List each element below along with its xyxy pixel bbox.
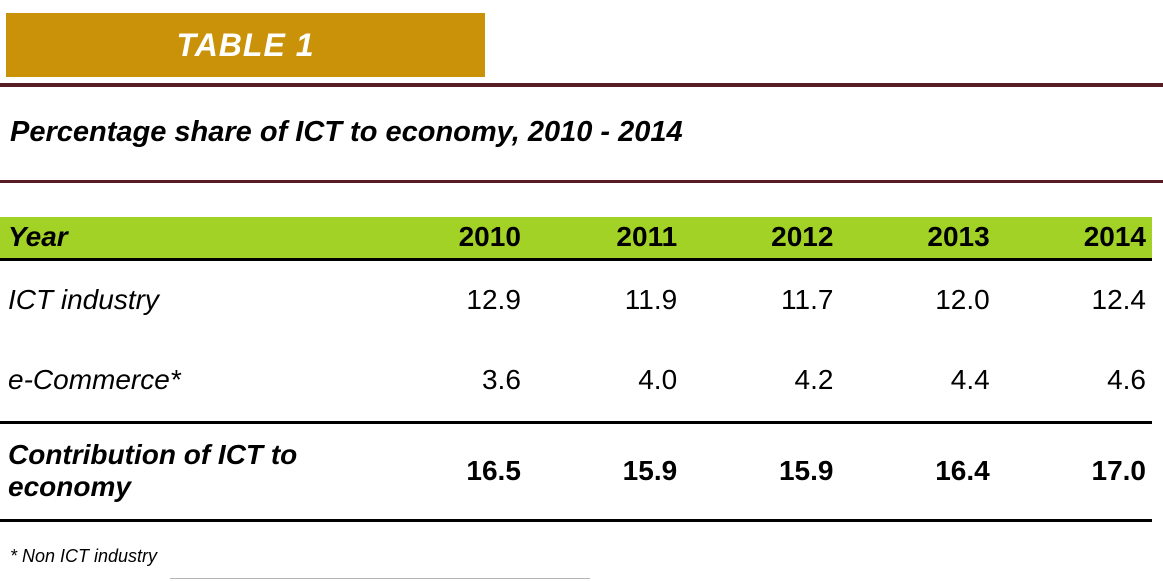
- cell-value: 17.0: [1091, 455, 1147, 486]
- cell-value: 4.2: [794, 363, 834, 395]
- column-header-2011: 2011: [526, 217, 684, 261]
- cell-value: 3.6: [481, 363, 521, 395]
- table-number-label: TABLE 1: [176, 26, 315, 63]
- cell-value: 16.4: [935, 455, 990, 486]
- table-row-ecommerce: e-Commerce* 3.6 4.0 4.2 4.4 4.6: [0, 339, 1152, 422]
- cell-value: 4.6: [1107, 363, 1146, 395]
- row-label: Contribution of ICT to economy: [8, 439, 298, 502]
- column-header-year: Year: [0, 217, 371, 261]
- cell-value: 12.0: [935, 283, 990, 315]
- cell-value: 11.7: [781, 283, 834, 315]
- cell-value: 12.4: [1091, 283, 1147, 315]
- table-number-badge: TABLE 1: [6, 13, 485, 77]
- cell-value: 4.0: [638, 363, 678, 395]
- table-row-ict-industry: ICT industry 12.9 11.9 11.7 12.0 12.4: [0, 259, 1152, 339]
- footnote: * Non ICT industry: [10, 545, 158, 566]
- column-header-2014: 2014: [995, 217, 1152, 261]
- column-header-2012: 2012: [683, 217, 840, 261]
- top-divider: [0, 83, 1163, 87]
- row-label: ICT industry: [8, 283, 159, 315]
- page-title: Percentage share of ICT to economy, 2010…: [10, 116, 683, 148]
- cell-value: 15.9: [778, 455, 834, 486]
- cell-value: 4.4: [950, 363, 990, 395]
- cell-value: 11.9: [624, 283, 678, 315]
- cell-value: 15.9: [622, 455, 678, 486]
- title-divider: [0, 180, 1163, 183]
- table-row-contribution-total: Contribution of ICT to economy 16.5 15.9…: [0, 422, 1152, 520]
- data-table: Year 2010 2011 2012 2013 2014 ICT indust…: [0, 217, 1152, 522]
- row-label: e-Commerce*: [8, 363, 181, 395]
- bottom-faint-line: [170, 578, 590, 579]
- cell-value: 16.5: [466, 455, 521, 486]
- column-header-2010: 2010: [370, 217, 527, 261]
- cell-value: 12.9: [466, 283, 521, 315]
- table-header-row: Year 2010 2011 2012 2013 2014: [0, 217, 1152, 261]
- column-header-2013: 2013: [839, 217, 996, 261]
